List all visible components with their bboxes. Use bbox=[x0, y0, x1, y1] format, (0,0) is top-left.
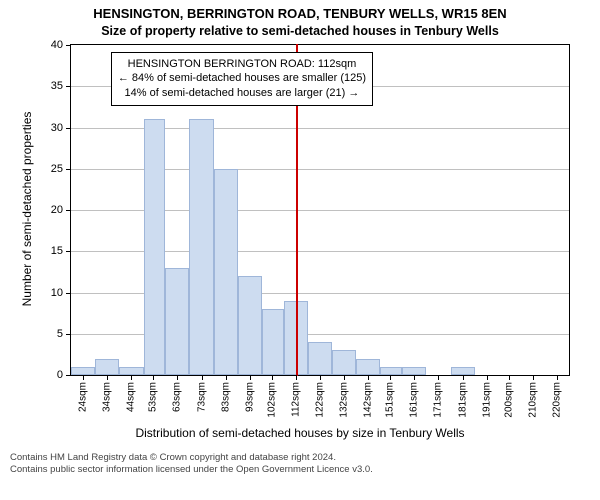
xtick-label: 210sqm bbox=[527, 382, 538, 418]
xtick-label: 102sqm bbox=[266, 382, 277, 418]
histogram-bar bbox=[308, 342, 332, 375]
xtick-label: 53sqm bbox=[148, 382, 159, 412]
chart-title-1: HENSINGTON, BERRINGTON ROAD, TENBURY WEL… bbox=[0, 6, 600, 21]
xtick-label: 34sqm bbox=[102, 382, 113, 412]
xtick-label: 132sqm bbox=[339, 382, 350, 418]
ytick-mark bbox=[66, 210, 71, 211]
xtick-label: 191sqm bbox=[481, 382, 492, 418]
xtick-label: 24sqm bbox=[78, 382, 89, 412]
xtick-label: 220sqm bbox=[551, 382, 562, 418]
histogram-plot: 0510152025303540HENSINGTON BERRINGTON RO… bbox=[70, 44, 570, 376]
xtick-mark bbox=[463, 375, 464, 380]
xtick-mark bbox=[153, 375, 154, 380]
xtick-mark bbox=[177, 375, 178, 380]
ytick-mark bbox=[66, 86, 71, 87]
annot-line-2: ← 84% of semi-detached houses are smalle… bbox=[118, 71, 366, 86]
histogram-bar bbox=[380, 367, 402, 375]
histogram-bar bbox=[144, 119, 166, 375]
histogram-bar bbox=[165, 268, 189, 375]
ytick-label: 25 bbox=[33, 163, 63, 175]
ytick-mark bbox=[66, 375, 71, 376]
xtick-mark bbox=[368, 375, 369, 380]
y-axis-label: Number of semi-detached properties bbox=[20, 44, 34, 374]
xtick-mark bbox=[344, 375, 345, 380]
xtick-mark bbox=[390, 375, 391, 380]
attribution-line-1: Contains HM Land Registry data © Crown c… bbox=[10, 452, 336, 463]
histogram-bar bbox=[238, 276, 262, 375]
ytick-mark bbox=[66, 169, 71, 170]
ytick-label: 30 bbox=[33, 122, 63, 134]
xtick-label: 83sqm bbox=[220, 382, 231, 412]
ytick-mark bbox=[66, 334, 71, 335]
xtick-mark bbox=[509, 375, 510, 380]
x-axis-label: Distribution of semi-detached houses by … bbox=[0, 426, 600, 440]
annot-line-3: 14% of semi-detached houses are larger (… bbox=[118, 86, 366, 101]
xtick-label: 181sqm bbox=[457, 382, 468, 418]
ytick-label: 20 bbox=[33, 204, 63, 216]
histogram-bar bbox=[356, 359, 380, 376]
histogram-bar bbox=[214, 169, 238, 375]
histogram-bar bbox=[95, 359, 119, 376]
xtick-mark bbox=[250, 375, 251, 380]
histogram-bar bbox=[402, 367, 426, 375]
ytick-label: 40 bbox=[33, 39, 63, 51]
ytick-label: 10 bbox=[33, 287, 63, 299]
chart-title-2: Size of property relative to semi-detach… bbox=[0, 24, 600, 38]
xtick-mark bbox=[557, 375, 558, 380]
xtick-mark bbox=[107, 375, 108, 380]
ytick-mark bbox=[66, 251, 71, 252]
xtick-label: 112sqm bbox=[290, 382, 301, 417]
histogram-bar bbox=[119, 367, 143, 375]
ytick-mark bbox=[66, 45, 71, 46]
xtick-label: 200sqm bbox=[503, 382, 514, 418]
xtick-label: 73sqm bbox=[196, 382, 207, 412]
xtick-label: 151sqm bbox=[385, 382, 396, 418]
xtick-mark bbox=[131, 375, 132, 380]
xtick-label: 44sqm bbox=[126, 382, 137, 412]
xtick-mark bbox=[226, 375, 227, 380]
xtick-label: 171sqm bbox=[433, 382, 444, 418]
xtick-mark bbox=[414, 375, 415, 380]
xtick-mark bbox=[202, 375, 203, 380]
attribution-text: Contains HM Land Registry data © Crown c… bbox=[0, 452, 600, 477]
histogram-bar bbox=[189, 119, 213, 375]
xtick-mark bbox=[83, 375, 84, 380]
xtick-label: 142sqm bbox=[363, 382, 374, 418]
xtick-label: 93sqm bbox=[244, 382, 255, 412]
ytick-label: 35 bbox=[33, 80, 63, 92]
xtick-label: 122sqm bbox=[315, 382, 326, 418]
annot-line-1: HENSINGTON BERRINGTON ROAD: 112sqm bbox=[118, 57, 366, 72]
xtick-mark bbox=[487, 375, 488, 380]
xtick-label: 161sqm bbox=[409, 382, 420, 418]
xtick-mark bbox=[296, 375, 297, 380]
attribution-line-2: Contains public sector information licen… bbox=[10, 464, 373, 475]
histogram-bar bbox=[332, 350, 356, 375]
xtick-mark bbox=[438, 375, 439, 380]
xtick-mark bbox=[320, 375, 321, 380]
ytick-mark bbox=[66, 293, 71, 294]
histogram-bar bbox=[451, 367, 475, 375]
xtick-label: 63sqm bbox=[172, 382, 183, 412]
xtick-mark bbox=[272, 375, 273, 380]
ytick-mark bbox=[66, 128, 71, 129]
xtick-mark bbox=[533, 375, 534, 380]
ytick-label: 0 bbox=[33, 369, 63, 381]
reference-annotation: HENSINGTON BERRINGTON ROAD: 112sqm← 84% … bbox=[111, 52, 373, 107]
ytick-label: 5 bbox=[33, 328, 63, 340]
ytick-label: 15 bbox=[33, 245, 63, 257]
histogram-bar bbox=[262, 309, 284, 375]
histogram-bar bbox=[71, 367, 95, 375]
